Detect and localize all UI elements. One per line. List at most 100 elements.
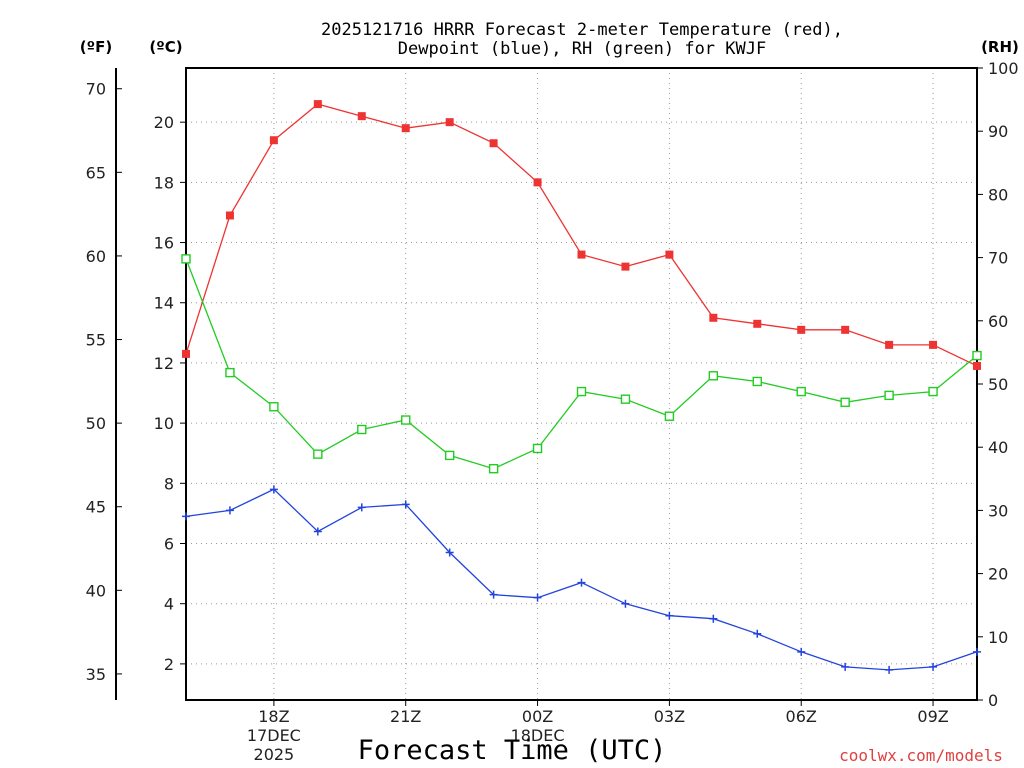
temperature-point [357, 112, 366, 121]
celsius-tick-label: 16 [154, 234, 174, 253]
rh-tick-label: 50 [988, 375, 1008, 394]
rh-tick-label: 70 [988, 249, 1008, 268]
rh-tick-label: 80 [988, 185, 1008, 204]
temperature-point [665, 250, 674, 259]
temperature-point [841, 325, 850, 334]
celsius-tick-label: 10 [154, 414, 174, 433]
source-credit: coolwx.com/models [839, 746, 1003, 765]
rh-point [225, 367, 235, 378]
celsius-tick-label: 8 [164, 474, 174, 493]
temperature-point [401, 124, 410, 133]
temperature-line [185, 103, 978, 367]
celsius-tick-label: 2 [164, 655, 174, 674]
temperature-point [533, 178, 542, 187]
time-tick-label: 18Z [258, 707, 289, 726]
x-axis-title: Forecast Time (UTC) [358, 735, 667, 766]
dewpoint-point [973, 647, 981, 656]
temperature-point [929, 340, 938, 349]
dewpoint-point [929, 662, 938, 671]
temperature-point [182, 349, 190, 358]
dewpoint-point [753, 629, 762, 638]
rh-point [928, 386, 938, 397]
temperature-point [489, 139, 498, 148]
celsius-tick-label: 18 [154, 173, 174, 192]
temperature-point [313, 100, 322, 109]
rh-axis-unit: (RH) [981, 38, 1019, 56]
celsius-tick-label: 6 [164, 535, 174, 554]
rh-point [576, 386, 587, 397]
rh-point [444, 450, 455, 461]
rh-point [972, 350, 982, 361]
time-tick-label: 18DEC [511, 726, 565, 745]
fahrenheit-axis: 35 40 45 50 55 60 65 70 [86, 80, 122, 684]
fahrenheit-tick-label: 60 [86, 247, 106, 266]
gridlines [186, 68, 977, 700]
celsius-axis-unit: (ºC) [149, 38, 182, 56]
plot-frame [185, 67, 978, 701]
temperature-point [885, 340, 894, 349]
dewpoint-point [182, 512, 190, 521]
rh-point [708, 371, 719, 381]
time-tick-label: 03Z [654, 707, 685, 726]
rh-line [185, 258, 978, 470]
rh-point [181, 254, 191, 264]
temperature-point [577, 250, 586, 259]
rh-axis: 0 10 20 30 40 50 60 70 80 90 100 [977, 59, 1019, 710]
rh-point [532, 443, 543, 454]
celsius-axis: 2 4 6 8 10 12 14 16 18 20 [154, 113, 186, 674]
chart-title-line2: Dewpoint (blue), RH (green) for KWJF [398, 39, 766, 59]
fahrenheit-tick-label: 50 [86, 414, 106, 433]
dewpoint-point [665, 611, 674, 620]
temperature-point [621, 262, 630, 271]
temperature-point [797, 325, 806, 334]
dewpoint-point [313, 527, 322, 536]
rh-point [664, 411, 675, 421]
dewpoint-point [533, 593, 542, 602]
dewpoint-point [401, 500, 410, 509]
celsius-tick-label: 14 [154, 294, 174, 313]
celsius-tick-label: 4 [164, 595, 174, 614]
dewpoint-point [621, 599, 630, 608]
temperature-point [225, 211, 234, 220]
time-tick-label: 09Z [917, 707, 948, 726]
celsius-tick-label: 12 [154, 354, 174, 373]
rh-tick-label: 10 [988, 628, 1008, 647]
rh-point [752, 376, 762, 387]
dewpoint-point [445, 548, 454, 557]
fahrenheit-tick-label: 45 [86, 498, 106, 517]
time-tick-label: 2025 [254, 745, 295, 764]
rh-tick-label: 60 [988, 312, 1008, 331]
fahrenheit-tick-label: 40 [86, 581, 106, 600]
rh-tick-label: 30 [988, 501, 1008, 520]
time-tick-label: 21Z [390, 707, 421, 726]
celsius-tick-label: 20 [154, 113, 174, 132]
dewpoint-point [885, 665, 894, 674]
time-tick-label: 00Z [522, 707, 553, 726]
rh-tick-label: 0 [988, 691, 998, 710]
temperature-point [709, 313, 718, 322]
rh-point [357, 424, 367, 435]
temperature-point [269, 136, 278, 145]
fahrenheit-tick-label: 70 [86, 80, 106, 99]
temperature-point [445, 118, 454, 127]
rh-point [620, 394, 631, 404]
dewpoint-point [709, 614, 718, 623]
temperature-point [973, 361, 981, 370]
dewpoint-point [489, 590, 498, 599]
rh-tick-label: 90 [988, 122, 1008, 141]
fahrenheit-tick-label: 65 [86, 163, 106, 182]
dewpoint-point [269, 485, 278, 494]
time-tick-label: 17DEC [247, 726, 301, 745]
rh-tick-label: 100 [988, 59, 1019, 78]
rh-tick-label: 40 [988, 438, 1008, 457]
rh-point [401, 415, 411, 425]
dewpoint-point [797, 647, 806, 656]
temperature-point [753, 319, 762, 328]
rh-point [269, 402, 279, 412]
dewpoint-point [225, 506, 234, 515]
chart-title-line1: 2025121716 HRRR Forecast 2-meter Tempera… [321, 20, 843, 40]
rh-point [488, 463, 499, 474]
time-tick-label: 06Z [786, 707, 817, 726]
